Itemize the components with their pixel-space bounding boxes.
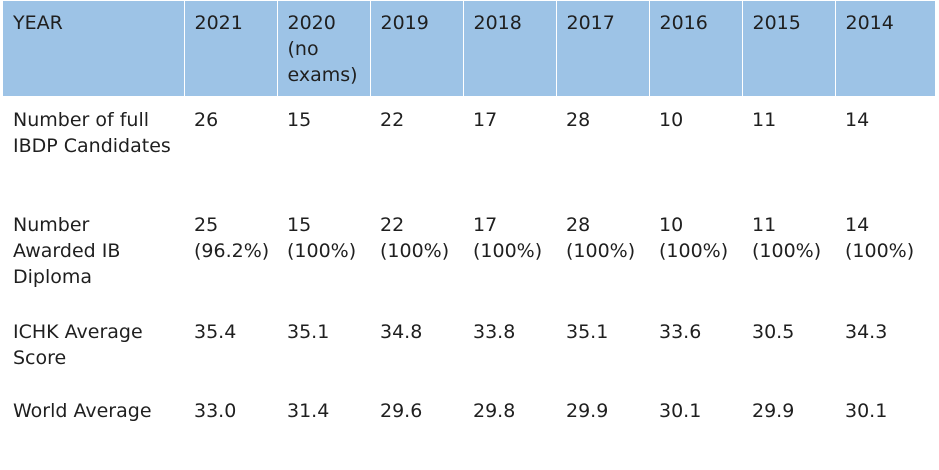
table-cell: 33.8: [473, 321, 516, 343]
table-cell: 33.0: [194, 400, 237, 422]
table-cell: 33.6: [659, 321, 702, 343]
table-cell: 30.1: [659, 400, 702, 422]
row-label: Number Awarded IB Diploma: [13, 214, 121, 288]
table-cell: 28: [566, 109, 591, 131]
table-cell: 28 (100%): [566, 214, 636, 262]
year-2015-header: 2015: [742, 1, 836, 96]
year-2014-header: 2014: [835, 1, 935, 96]
table-cell: 30.5: [752, 321, 795, 343]
year-2021-header: 2021: [184, 1, 278, 96]
table-cell: 17 (100%): [473, 214, 543, 262]
table-cell: 30.1: [845, 400, 888, 422]
table-cell: 26: [194, 109, 219, 131]
table-cell: 29.8: [473, 400, 516, 422]
table-header: YEAR 2021 2020 (no exams) 2019 2018 2017…: [3, 1, 935, 96]
table-cell: 34.3: [845, 321, 888, 343]
table-body: Number of full IBDP Candidates 26 15 22 …: [3, 96, 935, 447]
row-label: ICHK Average Score: [13, 321, 143, 369]
table-cell: 11: [752, 109, 777, 131]
table-cell: 35.1: [287, 321, 330, 343]
table-cell: 34.8: [380, 321, 423, 343]
table-row: Number Awarded IB Diploma 25 (96.2%) 15 …: [3, 201, 935, 308]
table-cell: 29.9: [752, 400, 795, 422]
table-cell: 25 (96.2%): [194, 214, 270, 262]
year-2016-header: 2016: [649, 1, 743, 96]
year-2018-header: 2018: [463, 1, 557, 96]
table-cell: 35.1: [566, 321, 609, 343]
year-header: YEAR: [3, 1, 185, 96]
table-cell: 22 (100%): [380, 214, 450, 262]
year-2019-header: 2019: [370, 1, 464, 96]
table-cell: 15: [287, 109, 312, 131]
header-row: YEAR 2021 2020 (no exams) 2019 2018 2017…: [3, 1, 935, 96]
table-row: ICHK Average Score 35.4 35.1 34.8 33.8 3…: [3, 308, 935, 387]
table-cell: 29.6: [380, 400, 423, 422]
year-2020-header: 2020 (no exams): [277, 1, 371, 96]
row-label: World Average: [13, 400, 152, 422]
year-2017-header: 2017: [556, 1, 650, 96]
table-cell: 10: [659, 109, 684, 131]
table-cell: 10 (100%): [659, 214, 729, 262]
table-cell: 17: [473, 109, 498, 131]
table-cell: 29.9: [566, 400, 609, 422]
table-cell: 35.4: [194, 321, 237, 343]
table-row: Number of full IBDP Candidates 26 15 22 …: [3, 96, 935, 201]
row-label: Number of full IBDP Candidates: [13, 109, 171, 157]
table-cell: 14 (100%): [845, 214, 915, 262]
table-cell: 22: [380, 109, 405, 131]
table-row: World Average 33.0 31.4 29.6 29.8 29.9 3…: [3, 387, 935, 447]
table-cell: 14: [845, 109, 870, 131]
table-cell: 11 (100%): [752, 214, 822, 262]
table-cell: 31.4: [287, 400, 330, 422]
results-table: YEAR 2021 2020 (no exams) 2019 2018 2017…: [3, 1, 935, 447]
table-cell: 15 (100%): [287, 214, 357, 262]
